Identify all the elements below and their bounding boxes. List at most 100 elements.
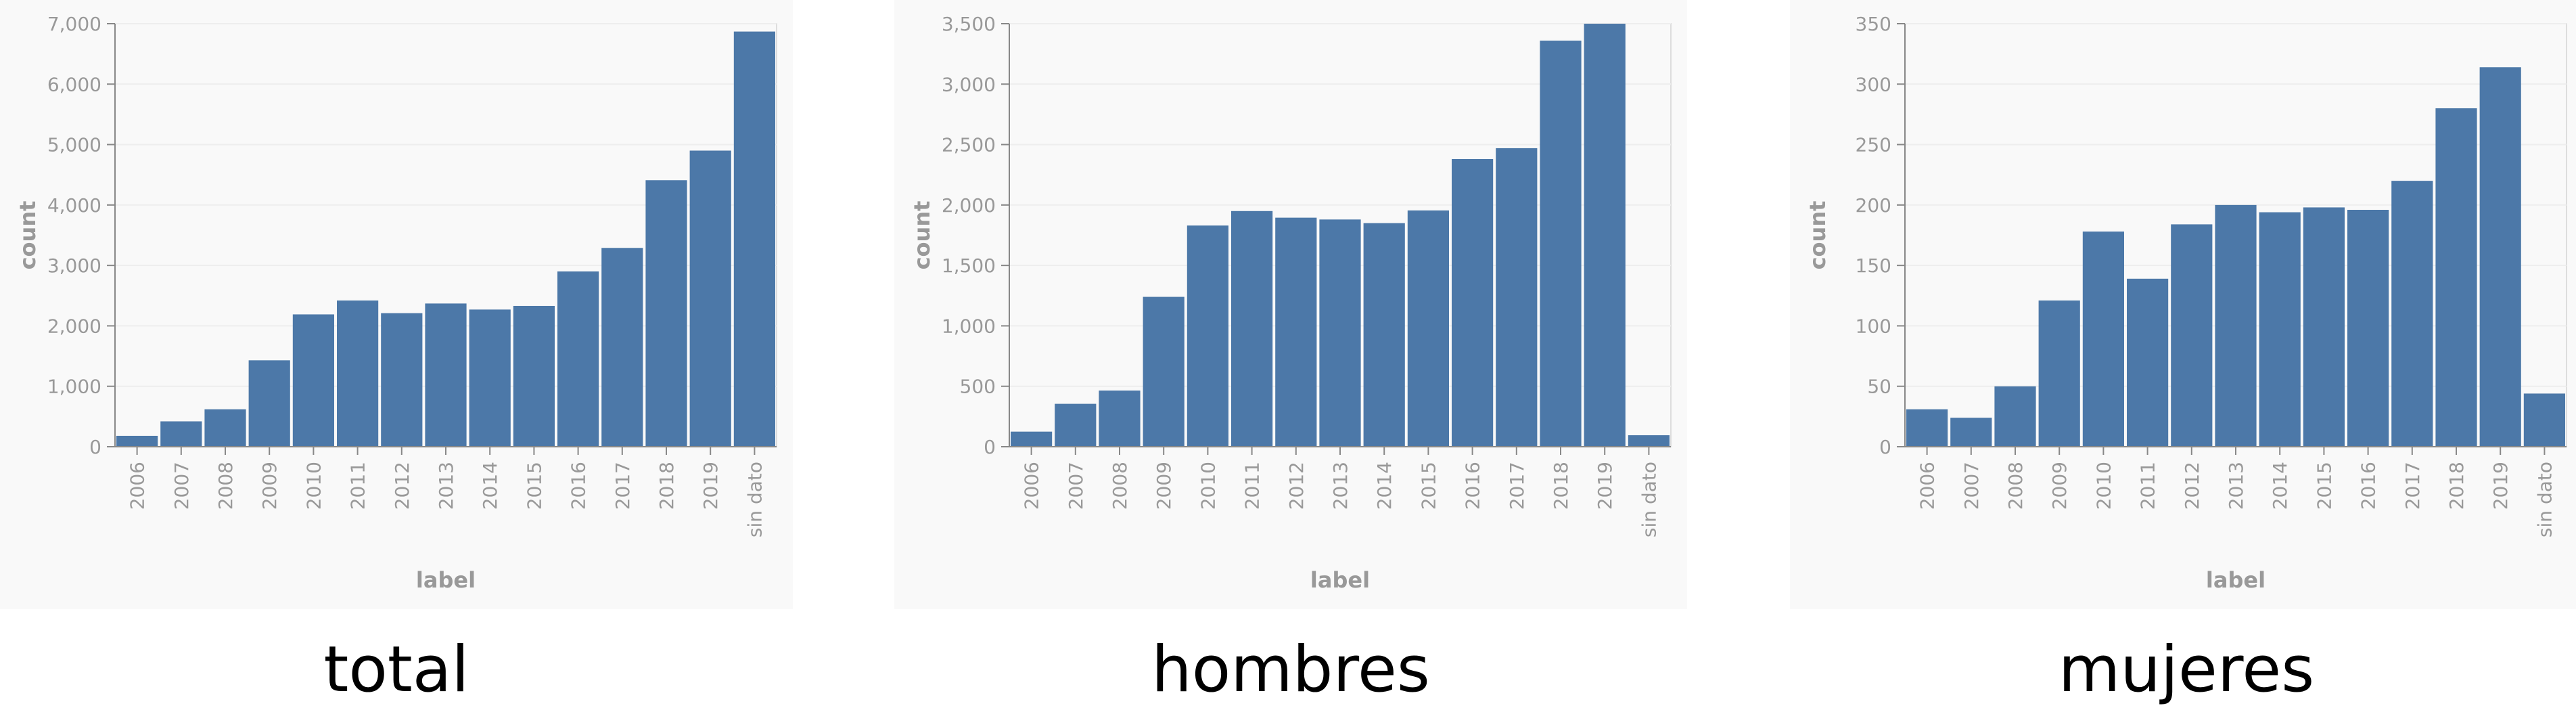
x-tick-label: 2006 — [1916, 462, 1939, 510]
x-tick-label: 2009 — [2048, 462, 2071, 510]
x-tick-label: sin dato — [743, 462, 766, 537]
x-tick-label: 2007 — [170, 462, 193, 510]
y-tick-label: 50 — [1867, 376, 1891, 398]
bar — [2171, 224, 2213, 447]
x-axis-title: label — [1310, 567, 1370, 593]
x-tick-label: 2017 — [612, 462, 634, 510]
bar — [645, 180, 687, 447]
y-tick-label: 7,000 — [47, 13, 101, 35]
x-tick-label: 2016 — [2358, 462, 2380, 510]
bar — [1994, 386, 2036, 447]
x-tick-label: 2013 — [435, 462, 457, 510]
bar — [1011, 431, 1053, 447]
bar — [2479, 67, 2521, 447]
bar — [2523, 393, 2565, 447]
y-tick-label: 200 — [1856, 194, 1891, 217]
y-tick-label: 500 — [960, 376, 996, 398]
x-tick-label: 2019 — [2489, 462, 2512, 510]
y-tick-label: 250 — [1856, 134, 1891, 156]
y-tick-label: 2,500 — [942, 134, 996, 156]
bar — [1055, 403, 1097, 447]
y-tick-label: 3,000 — [942, 73, 996, 95]
bar — [248, 360, 290, 447]
y-tick-label: 6,000 — [47, 73, 101, 95]
x-tick-label: 2008 — [214, 462, 237, 510]
bar — [1452, 159, 1494, 447]
x-axis-title: label — [416, 567, 476, 593]
y-tick-label: 1,000 — [47, 376, 101, 398]
bar — [116, 435, 158, 447]
x-tick-label: 2007 — [1960, 462, 1983, 510]
bar — [337, 300, 379, 447]
x-tick-label: 2018 — [2445, 462, 2468, 510]
x-tick-label: 2017 — [2401, 462, 2424, 510]
x-tick-label: 2008 — [2004, 462, 2027, 510]
x-tick-label: 2015 — [2313, 462, 2335, 510]
chart-panel-total: 0 1,000 2,000 3,000 4,000 5,000 6,000 7,000 2006… — [0, 0, 793, 708]
bar — [160, 421, 202, 447]
chart-panel-mujeres: 0 50 100 150 200 250 300 350 2006 2007 2008 2009 201… — [1790, 0, 2576, 708]
x-tick-label: 2011 — [347, 462, 369, 510]
bar — [2391, 181, 2433, 447]
bar — [292, 314, 334, 447]
x-tick-label: 2009 — [258, 462, 281, 510]
bar — [1275, 217, 1317, 447]
bar — [1628, 435, 1670, 447]
x-tick-label: 2014 — [2269, 462, 2291, 510]
y-axis-title: count — [909, 201, 935, 270]
bar — [1187, 225, 1228, 447]
bar — [2038, 300, 2080, 447]
x-tick-label: 2014 — [1373, 462, 1396, 510]
x-tick-label: 2012 — [2181, 462, 2203, 510]
bar — [689, 150, 731, 447]
x-tick-label: 2011 — [2137, 462, 2159, 510]
x-tick-label: 2007 — [1065, 462, 1087, 510]
x-tick-label: 2016 — [568, 462, 590, 510]
y-tick-label: 0 — [89, 436, 101, 458]
y-tick-label: 5,000 — [47, 134, 101, 156]
x-tick-label: 2016 — [1462, 462, 1484, 510]
y-tick-label: 0 — [1879, 436, 1891, 458]
x-tick-label: 2015 — [1417, 462, 1440, 510]
x-tick-label: sin dato — [1638, 462, 1660, 537]
x-tick-label: 2008 — [1109, 462, 1131, 510]
bar — [425, 303, 467, 447]
bar — [2303, 207, 2345, 447]
bar — [1584, 24, 1626, 447]
x-tick-label: 2009 — [1153, 462, 1175, 510]
x-tick-label: 2019 — [699, 462, 722, 510]
y-tick-label: 3,500 — [942, 13, 996, 35]
bar — [1319, 219, 1361, 447]
y-tick-label: 300 — [1856, 73, 1891, 95]
bar — [1496, 148, 1538, 447]
y-tick-label: 0 — [984, 436, 996, 458]
bar — [1950, 418, 1992, 447]
y-tick-label: 100 — [1856, 315, 1891, 337]
x-axis-title: label — [2206, 567, 2266, 593]
chart-caption-hombres: hombres — [1151, 633, 1430, 707]
bar — [1363, 223, 1405, 447]
bar-chart-mujeres: 0 50 100 150 200 250 300 350 2006 2007 2008 2009 201… — [1790, 0, 2576, 609]
bar — [469, 309, 511, 447]
x-tick-label: 2010 — [2092, 462, 2115, 510]
bar — [2215, 204, 2257, 447]
bar — [601, 248, 643, 447]
x-tick-label: 2013 — [2225, 462, 2247, 510]
x-tick-label: 2010 — [302, 462, 325, 510]
bar — [1407, 210, 1449, 447]
chart-panel-hombres: 0 500 1,000 1,500 2,000 2,500 3,000 3,500 2006 20… — [894, 0, 1687, 708]
x-tick-label: 2017 — [1506, 462, 1528, 510]
y-axis-title: count — [1805, 201, 1831, 270]
bar — [2347, 210, 2389, 447]
bar — [2127, 278, 2169, 447]
chart-caption-mujeres: mujeres — [2058, 633, 2315, 707]
x-tick-label: 2012 — [1285, 462, 1308, 510]
y-tick-label: 2,000 — [47, 315, 101, 337]
y-tick-label: 4,000 — [47, 194, 101, 217]
bar — [2435, 108, 2477, 447]
x-tick-label: 2011 — [1241, 462, 1264, 510]
x-tick-label: 2010 — [1197, 462, 1219, 510]
x-tick-label: 2014 — [479, 462, 501, 510]
bar — [2259, 212, 2301, 447]
x-tick-label: 2018 — [1550, 462, 1572, 510]
